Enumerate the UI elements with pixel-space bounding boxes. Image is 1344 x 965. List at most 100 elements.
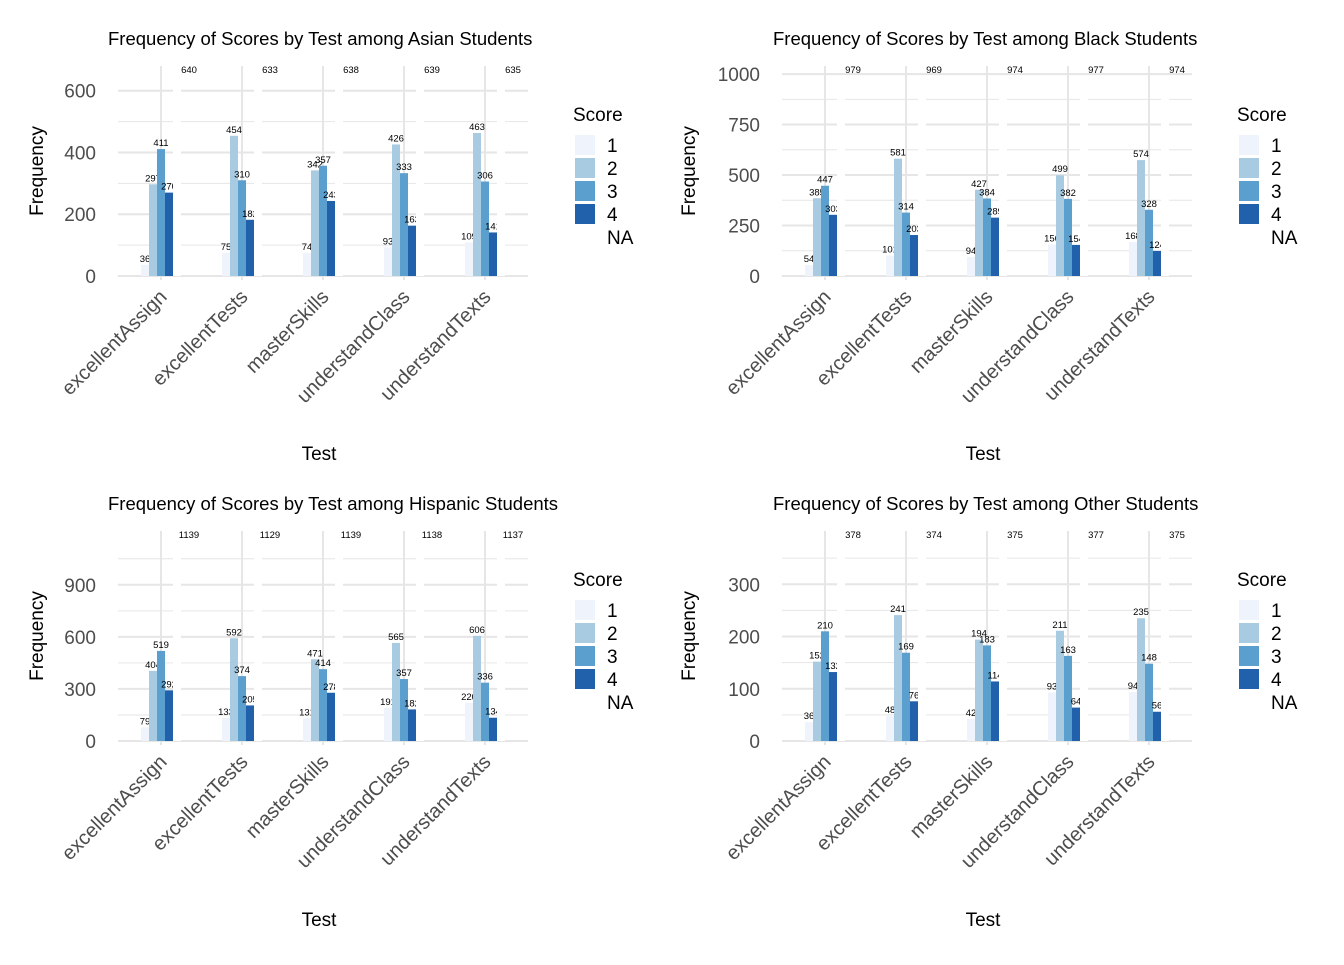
bar-2 [1137, 618, 1145, 741]
y-tick-label: 900 [64, 576, 96, 597]
bar-value-label: 163 [1060, 645, 1076, 656]
bar-value-label: 411 [153, 138, 168, 149]
bar-value-label: 454 [226, 125, 242, 136]
bar-3 [238, 676, 246, 741]
bar-value-label: 378 [845, 530, 861, 541]
bar-value-label: 235 [1133, 607, 1149, 618]
y-tick-label: 0 [85, 267, 96, 288]
legend-title: Score [1237, 570, 1287, 591]
bar-value-label: 374 [234, 665, 250, 676]
bar-3 [1145, 663, 1153, 741]
bar-value-label: 1139 [179, 530, 199, 541]
panel-title: Frequency of Scores by Test among Other … [773, 493, 1198, 514]
bar-3 [481, 181, 489, 276]
bar-value-label: 974 [1007, 65, 1023, 76]
legend-label: NA [607, 693, 634, 714]
bar-NA [999, 79, 1007, 276]
bar-4 [408, 225, 416, 276]
bar-3 [821, 631, 829, 741]
x-tick-label: excellentAssign [58, 286, 172, 400]
y-tick-label: 250 [728, 217, 760, 238]
bar-value-label: 154 [1068, 234, 1084, 245]
bar-2 [975, 189, 983, 276]
legend-key-1 [1239, 135, 1259, 155]
bar-value-label: 1129 [260, 530, 280, 541]
bar-value-label: 270 [161, 182, 177, 193]
bar-value-label: 182 [404, 698, 420, 709]
legend-key-3 [1239, 181, 1259, 201]
bar-4 [408, 709, 416, 741]
legend-label: 2 [1271, 159, 1282, 180]
bar-3 [157, 650, 165, 741]
bar-2 [473, 635, 481, 741]
bar-NA [1161, 545, 1169, 741]
bar-1 [384, 707, 392, 741]
y-tick-label: 0 [749, 732, 760, 753]
bar-1 [465, 242, 473, 276]
bar-value-label: 384 [979, 187, 995, 198]
bar-value-label: 1139 [341, 530, 361, 541]
bar-value-label: 336 [477, 672, 493, 683]
bar-1 [967, 257, 975, 276]
bar-value-label: 385 [809, 187, 825, 198]
legend-label: 1 [1271, 601, 1282, 622]
bar-4 [246, 219, 254, 276]
bar-value-label: 210 [817, 620, 833, 631]
bar-value-label: 94 [966, 246, 977, 257]
bar-value-label: 292 [161, 679, 177, 690]
bar-NA [416, 78, 424, 276]
legend-key-3 [1239, 646, 1259, 666]
legend-key-1 [575, 135, 595, 155]
bar-2 [813, 198, 821, 276]
bar-2 [894, 615, 902, 741]
bar-4 [910, 701, 918, 741]
y-tick-label: 400 [64, 143, 96, 164]
bar-value-label: 1137 [503, 530, 523, 541]
bar-value-label: 342 [307, 159, 323, 170]
bar-value-label: 427 [971, 179, 987, 190]
bar-1 [1129, 691, 1137, 741]
bar-value-label: 163 [404, 215, 420, 226]
legend-label: NA [607, 228, 634, 249]
bar-value-label: 132 [825, 661, 841, 672]
bar-value-label: 54 [804, 254, 815, 265]
bar-NA [837, 78, 845, 276]
bar-value-label: 79 [140, 716, 151, 727]
bar-NA [497, 79, 505, 276]
bar-value-label: 64 [1071, 697, 1082, 708]
bar-value-label: 374 [926, 530, 942, 541]
x-tick-label: excellentAssign [722, 751, 836, 865]
x-axis-label: Test [302, 910, 338, 931]
bar-value-label: 211 [1052, 620, 1067, 631]
bar-2 [230, 135, 238, 276]
bar-value-label: 414 [315, 658, 331, 669]
bar-value-label: 76 [909, 690, 920, 701]
bar-value-label: 56 [1152, 701, 1163, 712]
bar-2 [311, 659, 319, 741]
bar-value-label: 278 [323, 682, 339, 693]
bar-value-label: 289 [987, 207, 1003, 218]
bar-NA [335, 543, 343, 741]
y-tick-label: 200 [728, 628, 760, 649]
y-tick-label: 500 [728, 166, 760, 187]
bar-1 [886, 715, 894, 741]
bar-3 [902, 652, 910, 741]
bar-value-label: 243 [323, 190, 339, 201]
bar-4 [327, 692, 335, 741]
bar-value-label: 306 [477, 171, 493, 182]
bar-value-label: 114 [987, 670, 1002, 681]
bar-value-label: 426 [388, 133, 404, 144]
bar-value-label: 48 [885, 705, 896, 716]
bar-1 [222, 252, 230, 276]
y-tick-label: 300 [728, 575, 760, 596]
bar-value-label: 141 [485, 221, 501, 232]
bar-3 [1145, 209, 1153, 276]
x-axis-label: Test [966, 444, 1002, 465]
bar-2 [392, 144, 400, 276]
bar-value-label: 375 [1007, 530, 1023, 541]
bar-4 [165, 690, 173, 741]
bar-NA [918, 80, 926, 276]
bar-value-label: 42 [966, 708, 977, 719]
legend-label: 2 [1271, 624, 1282, 645]
